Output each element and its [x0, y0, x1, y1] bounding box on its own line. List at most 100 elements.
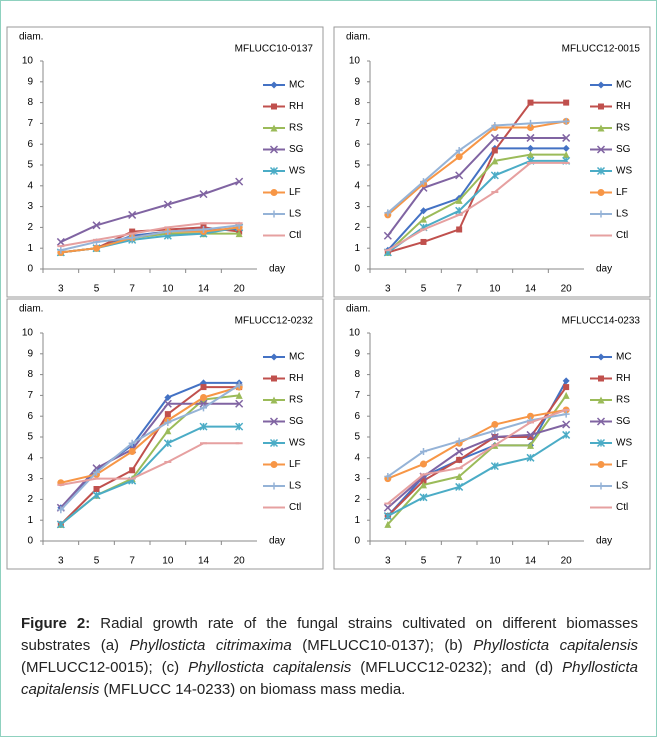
marker — [420, 215, 427, 223]
caption-text: Radial growth rate of the fungal strains… — [21, 615, 638, 654]
marker — [200, 225, 207, 233]
y-tick-label: 10 — [22, 328, 34, 339]
y-tick-label: 10 — [349, 328, 361, 339]
x-tick-label: 3 — [385, 556, 391, 567]
y-tick-label: 6 — [27, 139, 33, 150]
x-tick-label: 14 — [525, 556, 537, 567]
marker — [455, 447, 464, 456]
marker — [420, 178, 427, 186]
y-tick-label: 9 — [27, 348, 33, 359]
marker — [420, 481, 427, 489]
x-tick-label: 14 — [525, 284, 537, 295]
legend-label: RS — [289, 123, 303, 134]
marker — [235, 230, 243, 238]
series-line — [60, 386, 240, 484]
x-tick-label: 5 — [94, 284, 100, 295]
legend-label: WS — [616, 438, 632, 449]
marker — [164, 393, 172, 401]
marker — [200, 404, 207, 412]
x-tick-label: 5 — [94, 556, 100, 567]
marker — [128, 439, 136, 447]
marker — [270, 396, 278, 404]
marker — [596, 417, 606, 426]
x-tick-label: 7 — [129, 284, 135, 295]
series-line — [60, 222, 240, 248]
marker — [420, 238, 427, 245]
marker — [455, 146, 463, 154]
marker — [455, 196, 463, 204]
marker — [420, 207, 427, 215]
x-axis-label: day — [596, 264, 612, 275]
y-tick-label: 7 — [354, 118, 360, 129]
legend-label: RH — [616, 101, 630, 112]
marker — [455, 482, 464, 491]
y-tick-label: 8 — [27, 97, 33, 108]
caption-text: (MFLUCC12-0232); and (d) — [351, 659, 563, 676]
y-tick-label: 5 — [354, 432, 360, 443]
marker — [271, 103, 277, 110]
caption-text: Phyllosticta capitalensis — [21, 659, 638, 698]
legend-label: WS — [616, 166, 632, 177]
marker — [562, 430, 571, 439]
marker — [491, 427, 499, 435]
x-axis-label: day — [596, 536, 612, 547]
y-tick-label: 8 — [354, 97, 360, 108]
marker — [598, 103, 604, 110]
y-tick-label: 7 — [354, 390, 360, 401]
y-tick-label: 8 — [354, 369, 360, 380]
marker — [598, 375, 604, 382]
marker — [200, 393, 207, 401]
marker — [597, 353, 605, 361]
legend-label: SG — [289, 144, 304, 155]
marker — [270, 353, 278, 361]
y-tick-label: 2 — [27, 494, 33, 505]
legend-label: MC — [616, 352, 632, 363]
series-line — [387, 408, 567, 480]
marker — [526, 430, 535, 439]
series-line — [387, 120, 567, 214]
marker — [456, 456, 463, 463]
x-tick-label: 20 — [561, 284, 573, 295]
y-tick-label: 4 — [354, 180, 360, 191]
series-line — [60, 442, 240, 486]
chart-title: MFLUCC14-0233 — [562, 316, 641, 327]
marker — [269, 145, 279, 154]
series-line — [387, 380, 568, 517]
y-tick-label: 3 — [27, 473, 33, 484]
y-tick-label: 3 — [354, 201, 360, 212]
y-tick-label: 0 — [354, 264, 360, 275]
legend-label: RS — [616, 395, 630, 406]
marker — [383, 512, 392, 521]
x-tick-label: 20 — [234, 284, 246, 295]
caption-text: (MFLUCC 14-0233) on biomass mass media. — [99, 681, 406, 698]
marker — [129, 228, 136, 235]
legend-label: WS — [289, 166, 305, 177]
x-tick-label: 3 — [58, 556, 64, 567]
marker — [128, 210, 137, 219]
y-tick-label: 4 — [27, 180, 33, 191]
y-tick-label: 2 — [354, 222, 360, 233]
panel-border — [6, 26, 324, 298]
marker — [490, 133, 499, 142]
y-tick-label: 7 — [27, 118, 33, 129]
series-line — [60, 224, 240, 252]
marker — [270, 124, 278, 132]
marker — [270, 81, 278, 89]
marker — [164, 427, 172, 435]
y-tick-label: 1 — [354, 243, 360, 254]
legend-label: Ctl — [616, 502, 628, 513]
legend-label: LS — [616, 209, 629, 220]
series-line — [60, 394, 240, 526]
caption-label: Figure 2: — [21, 615, 91, 632]
legend-label: SG — [616, 416, 631, 427]
marker — [562, 377, 570, 385]
marker — [597, 124, 605, 132]
y-tick-label: 1 — [27, 515, 33, 526]
marker — [527, 151, 534, 159]
series-line — [60, 425, 240, 526]
marker — [383, 503, 392, 512]
x-tick-label: 20 — [234, 556, 246, 567]
caption-text: Phyllosticta capitalensis — [188, 659, 352, 676]
marker — [491, 121, 499, 129]
marker — [199, 422, 208, 431]
